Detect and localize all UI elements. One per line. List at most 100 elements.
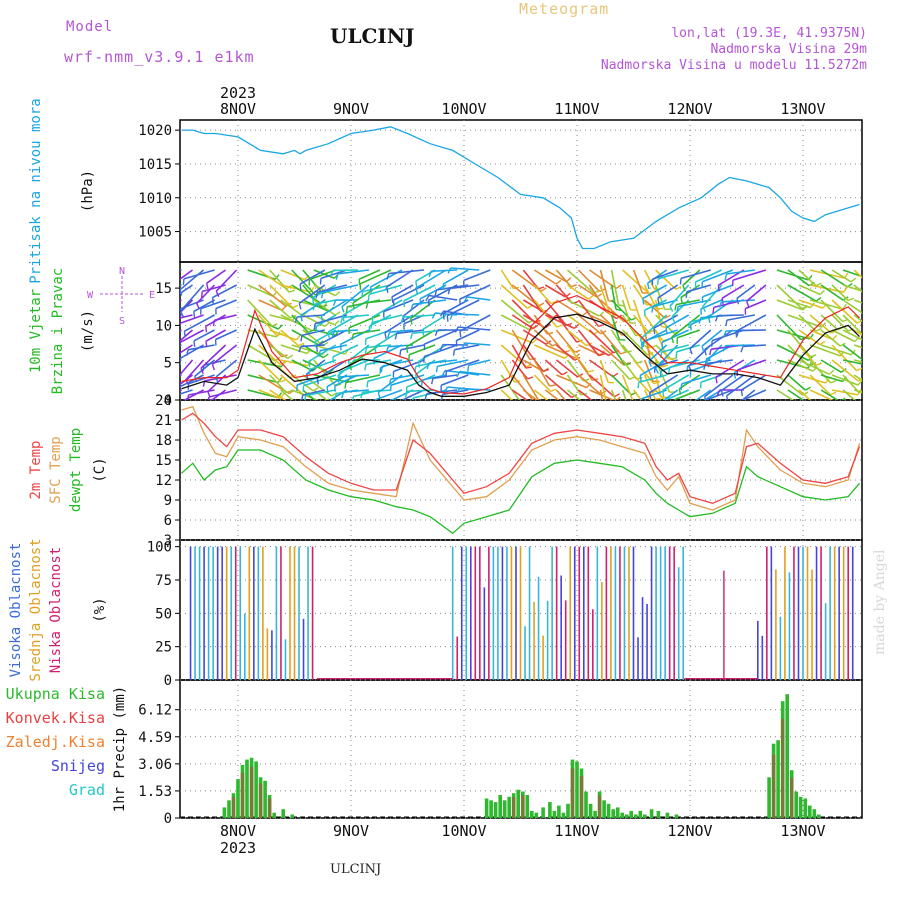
- precip-bar: [534, 812, 539, 818]
- wind-barb: [258, 344, 282, 366]
- wind-barb: [638, 374, 667, 384]
- wind-barb-flag: [174, 381, 177, 386]
- wind-barb-flag: [173, 284, 175, 290]
- wind-barb-flag: [665, 327, 668, 334]
- precip-conv-bar: [780, 718, 785, 818]
- wind-barb-flag: [327, 331, 330, 339]
- wind-barb: [533, 269, 557, 285]
- wind-barb-flag: [717, 285, 720, 292]
- wind-barb-flag: [394, 333, 398, 340]
- wind-barb-flag: [715, 377, 718, 384]
- wind-barb: [738, 329, 766, 332]
- panel-frame: [179, 399, 863, 541]
- wind-barb: [787, 389, 805, 400]
- wind-barb: [555, 359, 579, 378]
- wind-barb: [644, 299, 666, 319]
- wind-barb-flag: [550, 300, 557, 305]
- wind-barb: [442, 269, 469, 285]
- wind-barb-flag: [551, 407, 556, 410]
- precip-conv-bar: [771, 754, 776, 818]
- wind-barb-flag: [720, 390, 724, 397]
- wind-barb: [555, 314, 578, 343]
- wind-barb-flag: [387, 332, 391, 339]
- precip-bar: [516, 789, 520, 818]
- wind-barb-flag: [315, 345, 318, 352]
- wind-barb-flag: [447, 267, 452, 274]
- y-tick-label: 50: [155, 606, 172, 622]
- wind-barb-flag: [381, 405, 382, 411]
- wind-barb-flag: [705, 359, 708, 366]
- temp-2m-line: [181, 412, 861, 504]
- precip-conv-bar: [579, 775, 584, 818]
- wind-barb: [371, 299, 403, 319]
- wind-barb: [463, 269, 491, 282]
- wind-barb: [184, 314, 215, 332]
- wind-barb-flag: [371, 317, 374, 324]
- y-tick-label: 0: [164, 811, 172, 827]
- wind-barb: [639, 314, 668, 340]
- wind-barb-flag: [299, 406, 304, 410]
- wind-barb-flag: [873, 338, 878, 342]
- wind-barb: [787, 359, 814, 372]
- wind-barb-flag: [351, 333, 355, 340]
- wind-barb: [621, 299, 631, 324]
- wind-barb-flag: [857, 380, 862, 386]
- y-tick-label: 0: [164, 393, 172, 409]
- wind-barb: [787, 284, 817, 302]
- wind-barb: [842, 299, 862, 314]
- wind-barb-flag: [850, 277, 857, 283]
- wind-barb-flag: [461, 342, 466, 349]
- wind-barb: [742, 344, 766, 348]
- wind-barb-flag: [364, 364, 367, 371]
- wind-barb: [464, 342, 491, 346]
- wind-barb: [820, 389, 840, 400]
- wind-barb-flag: [618, 304, 625, 307]
- wind-barb-flag: [417, 361, 421, 368]
- wind-barb-flag: [300, 335, 303, 342]
- wind-barb-flag: [698, 317, 702, 324]
- precip-bar: [776, 740, 780, 818]
- wind-barb: [280, 359, 308, 367]
- wind-barb: [406, 329, 436, 348]
- wind-barb: [468, 359, 491, 367]
- wind-barb: [200, 299, 226, 310]
- wind-barb-flag: [841, 397, 846, 400]
- wind-barb-flag: [409, 318, 413, 325]
- y-tick-label: 5: [164, 356, 172, 372]
- wind-barb: [291, 314, 309, 333]
- wind-barb-flag: [867, 360, 870, 365]
- wind-barb: [809, 374, 831, 396]
- wind-barb-flag: [579, 414, 585, 416]
- wind-barb-flag: [323, 405, 324, 411]
- wind-barb-flag: [158, 357, 159, 363]
- precip-bar: [656, 810, 661, 818]
- wind-barb: [382, 359, 414, 367]
- wind-barb: [746, 284, 767, 302]
- wind-barb: [578, 284, 598, 298]
- wind-barb: [466, 296, 491, 301]
- precip-bar: [530, 810, 534, 818]
- wind-barb: [545, 314, 575, 330]
- wind-barb-flag: [426, 363, 430, 370]
- wind-barb-flag: [679, 278, 682, 285]
- wind-barb: [657, 269, 689, 280]
- pressure-line: [181, 126, 860, 250]
- wind-barb-flag: [815, 296, 822, 302]
- wind-barb-flag: [661, 364, 669, 368]
- model-label: Model: [66, 19, 114, 35]
- sfc-axis-title: SFC Temp: [48, 436, 64, 503]
- wind-barb: [205, 329, 227, 342]
- wind-barb-flag: [587, 369, 595, 373]
- wind-barb: [744, 299, 767, 310]
- wind-barb: [269, 299, 291, 319]
- wind-barb-flag: [298, 346, 302, 353]
- wind-barb: [522, 284, 542, 313]
- wind-barb-flag: [810, 354, 817, 358]
- wind-barb: [180, 314, 204, 325]
- wind-barb: [388, 269, 425, 275]
- wind-barb: [721, 374, 745, 392]
- wind-barb: [776, 299, 804, 311]
- wind-barb: [798, 269, 817, 287]
- wind-barb-flag: [671, 316, 676, 323]
